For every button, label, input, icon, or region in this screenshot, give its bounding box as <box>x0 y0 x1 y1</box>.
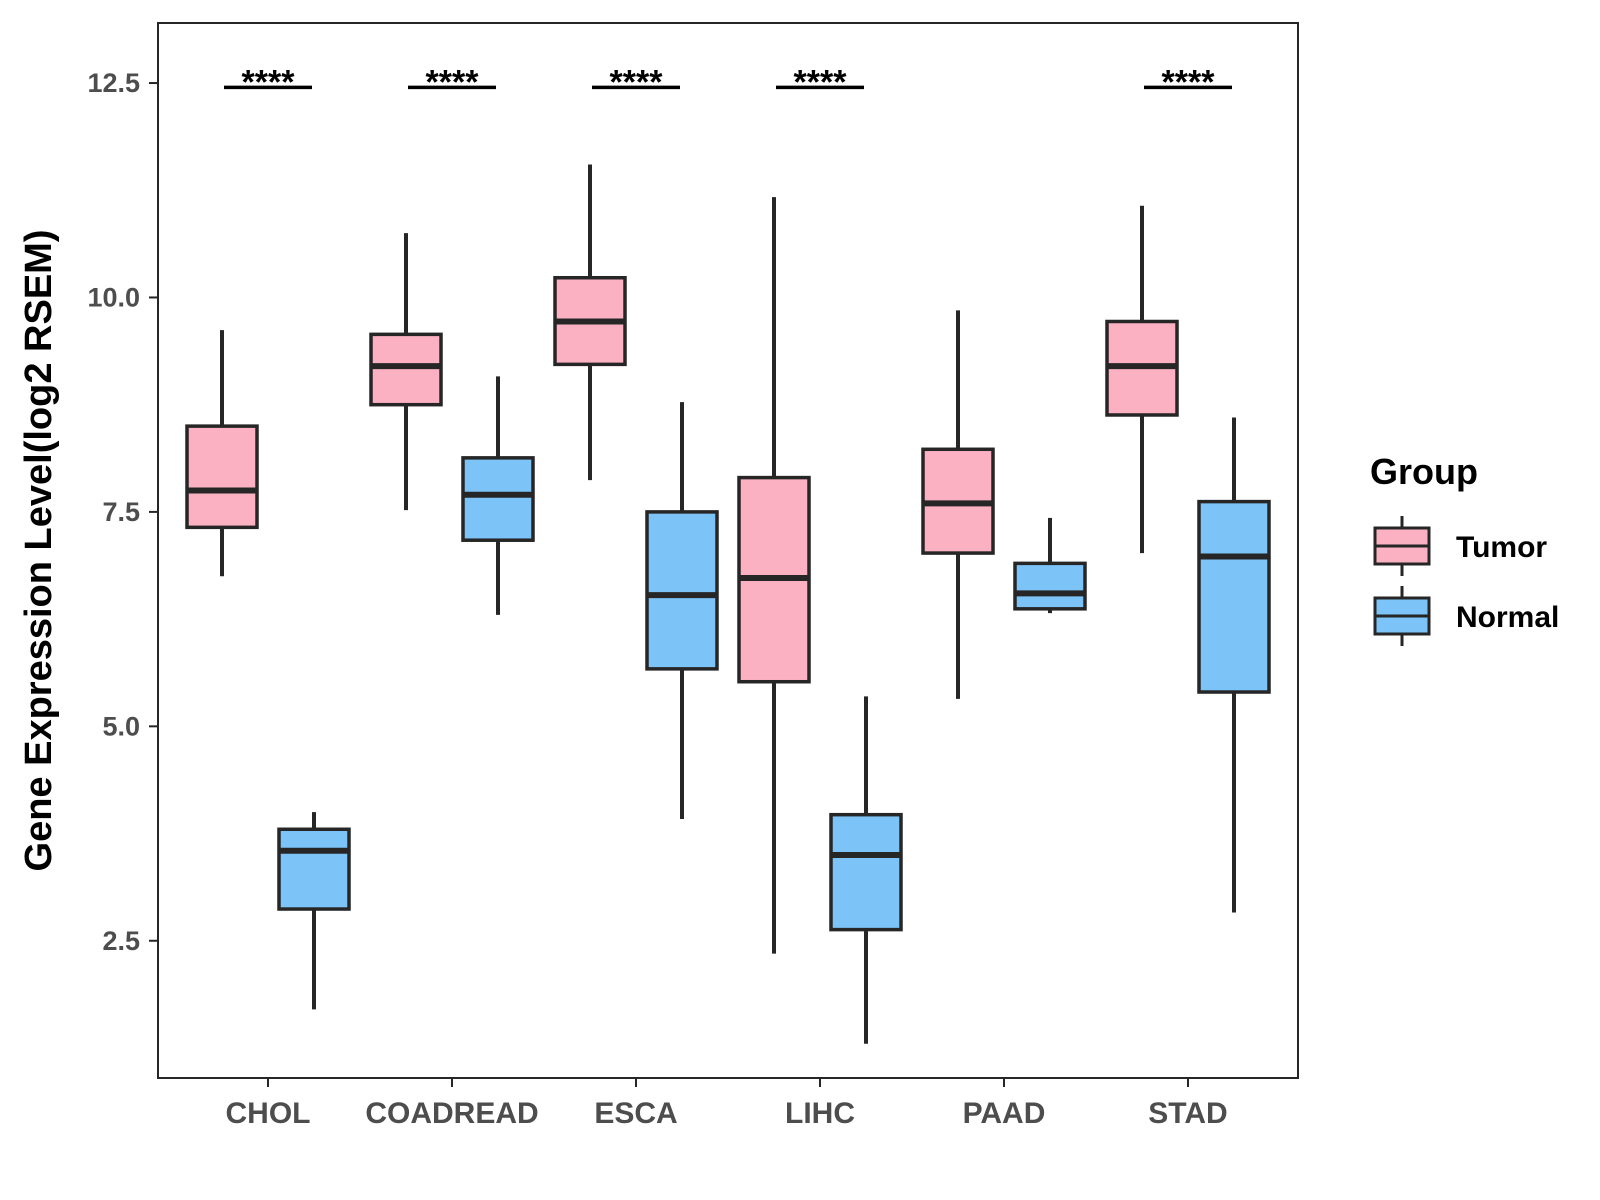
iqr-box <box>277 827 351 911</box>
box-tumor-coadread <box>369 233 443 511</box>
legend-label-normal: Normal <box>1456 601 1559 634</box>
box-tumor-stad <box>1105 205 1179 554</box>
x-tick-label: ESCA <box>594 1097 677 1130</box>
legend-key-tumor <box>1373 516 1431 576</box>
y-axis-title: Gene Expression Level(log2 RSEM) <box>18 230 60 872</box>
legend-label-tumor: Tumor <box>1456 531 1547 564</box>
legend-title: Group <box>1370 451 1478 492</box>
x-tick-label: STAD <box>1148 1097 1227 1130</box>
iqr-box <box>461 456 535 542</box>
box-tumor-lihc <box>737 197 811 954</box>
y-tick-label: 2.5 <box>102 926 140 956</box>
box-tumor-chol <box>185 330 259 577</box>
significance-label: **** <box>1162 63 1216 101</box>
x-tick-label: LIHC <box>785 1097 855 1130</box>
iqr-box <box>185 424 259 530</box>
box-normal-paad <box>1013 517 1087 614</box>
box-normal-esca <box>645 402 719 819</box>
box-normal-coadread <box>461 376 535 615</box>
x-tick-label: COADREAD <box>365 1097 538 1130</box>
legend: Group Tumor Normal <box>1370 451 1559 646</box>
box-normal-lihc <box>829 696 903 1044</box>
box-tumor-paad <box>921 310 995 699</box>
iqr-box <box>369 332 443 407</box>
significance-label: **** <box>794 63 848 101</box>
significance-label: **** <box>610 63 664 101</box>
significance-label: **** <box>426 63 480 101</box>
legend-key-normal <box>1373 586 1431 646</box>
x-tick-label: PAAD <box>963 1097 1046 1130</box>
x-tick-label: CHOL <box>226 1097 311 1130</box>
box-tumor-esca <box>553 164 627 481</box>
plot-area: **** **** **** **** **** <box>185 63 1271 1044</box>
box-normal-stad <box>1197 417 1271 913</box>
y-tick-label: 10.0 <box>87 282 140 312</box>
y-tick-label: 12.5 <box>87 68 140 98</box>
iqr-box <box>645 510 719 671</box>
plot-panel-border <box>157 22 1299 1079</box>
iqr-box <box>1197 499 1271 694</box>
iqr-box <box>829 812 903 932</box>
significance-label: **** <box>242 63 296 101</box>
y-tick-label: 7.5 <box>102 497 140 527</box>
iqr-box <box>1013 561 1087 611</box>
box-normal-chol <box>277 812 351 1010</box>
axes: 2.5 5.0 7.5 10.0 12.5 CHOL COADREAD ESCA LIHC PAA… <box>87 22 1299 1130</box>
y-tick-label: 5.0 <box>102 711 140 741</box>
